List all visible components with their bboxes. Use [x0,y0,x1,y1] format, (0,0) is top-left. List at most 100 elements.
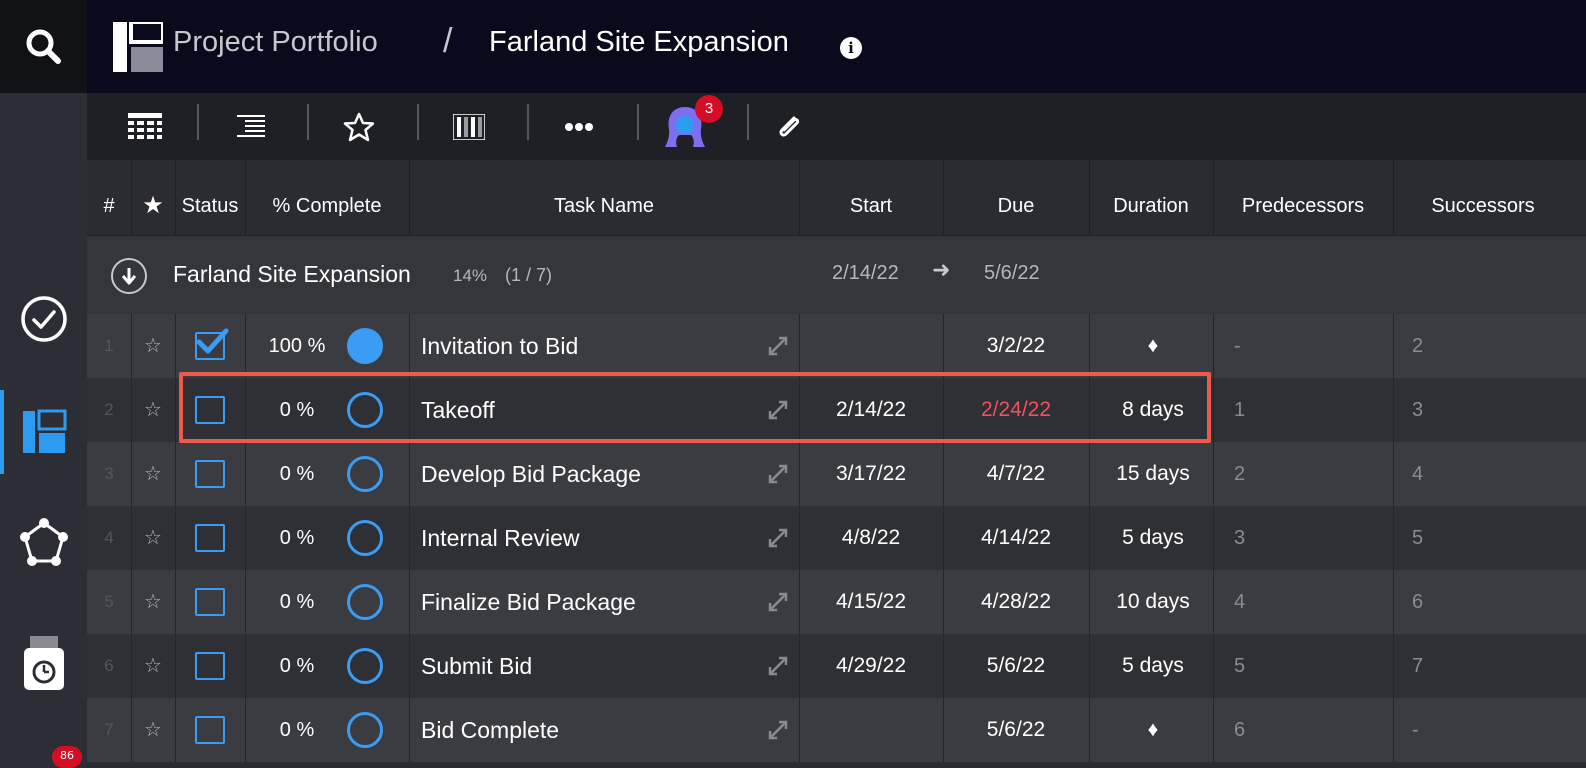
task-predecessors[interactable]: 4 [1234,591,1246,613]
expand-task-button[interactable] [763,570,793,634]
grid-view-button[interactable] [115,93,175,160]
sidebar-item-timesheet[interactable] [0,628,87,698]
task-due-date[interactable]: 4/28/22 [980,590,1052,613]
task-due-date[interactable]: 5/6/22 [986,654,1046,677]
column-header-status[interactable]: Status [181,195,239,217]
more-button[interactable] [549,93,609,160]
task-successors[interactable]: 5 [1412,527,1424,549]
outline-view-button[interactable] [221,93,281,160]
percent-complete[interactable]: 0 % [279,463,315,485]
status-checkbox[interactable] [195,524,225,552]
column-header-duration[interactable]: Duration [1113,195,1189,217]
collapse-group-button[interactable] [111,258,147,294]
task-predecessors[interactable]: 5 [1234,655,1246,677]
task-start-date[interactable] [799,698,943,762]
percent-complete[interactable]: 0 % [279,655,315,677]
task-successors[interactable]: 4 [1412,463,1424,485]
percent-complete[interactable]: 100 % [268,335,326,357]
expand-task-button[interactable] [763,378,793,442]
task-due-date[interactable]: 2/24/22 [980,398,1052,421]
task-duration[interactable]: 5 days [1122,654,1184,677]
sidebar-item-network[interactable] [0,508,87,578]
expand-task-button[interactable] [763,506,793,570]
column-header-task-name[interactable]: Task Name [553,195,655,217]
task-name[interactable]: Submit Bid [421,653,533,679]
columns-button[interactable] [439,93,499,160]
column-header-start[interactable]: Start [849,195,893,217]
status-checkbox[interactable] [195,588,225,616]
task-duration[interactable]: ♦ [1147,718,1159,741]
task-due-date[interactable]: 4/7/22 [986,462,1046,485]
status-checkbox[interactable] [195,396,225,424]
project-group-name[interactable]: Farland Site Expansion [173,261,411,287]
search-button[interactable] [0,0,87,93]
task-successors[interactable]: - [1412,719,1419,741]
task-due-date[interactable]: 3/2/22 [986,334,1046,357]
task-predecessors[interactable]: 3 [1234,527,1246,549]
task-name[interactable]: Finalize Bid Package [421,589,636,615]
favorite-star-icon[interactable]: ☆ [144,591,162,613]
expand-task-button[interactable] [763,442,793,506]
task-name[interactable]: Invitation to Bid [421,333,579,359]
task-start-date[interactable]: 4/29/22 [835,654,907,677]
task-predecessors[interactable]: 2 [1234,463,1246,485]
team-members-button[interactable]: 3 [655,93,723,160]
info-icon[interactable]: i [840,37,862,59]
favorite-star-icon[interactable]: ☆ [144,719,162,741]
column-header-number[interactable]: # [103,195,115,217]
task-start-date[interactable]: 3/17/22 [835,462,907,485]
task-duration[interactable]: 15 days [1116,462,1190,485]
favorite-star-icon[interactable]: ☆ [144,463,162,485]
task-duration[interactable]: 5 days [1122,526,1184,549]
favorite-star-icon[interactable]: ☆ [144,335,162,357]
column-header-favorite[interactable]: ★ [142,192,164,219]
percent-complete[interactable]: 0 % [279,399,315,421]
expand-task-button[interactable] [763,634,793,698]
table-row[interactable]: 4 ☆ 0 % Internal Review 4/8/22 4/14/22 5 days 3… [87,506,1586,570]
project-group-row[interactable]: Farland Site Expansion 14% (1 / 7) 2/14/… [87,236,1586,314]
task-start-date[interactable] [799,314,943,378]
percent-complete[interactable]: 0 % [279,527,315,549]
status-checkbox[interactable] [195,328,229,360]
column-header-successors[interactable]: Successors [1431,195,1535,217]
task-successors[interactable]: 3 [1412,399,1424,421]
favorite-star-icon[interactable]: ☆ [144,527,162,549]
task-name[interactable]: Internal Review [421,525,580,551]
sidebar-item-tasks[interactable] [0,284,87,354]
table-row[interactable]: 3 ☆ 0 % Develop Bid Package 3/17/22 4/7/22 15 … [87,442,1586,506]
task-predecessors[interactable]: - [1234,335,1241,357]
task-name[interactable]: Develop Bid Package [421,461,641,487]
table-row[interactable]: 1 ☆ 100 % Invitation to Bid 3/2/22 ♦ - 2 [87,314,1586,378]
percent-complete[interactable]: 0 % [279,719,315,741]
favorite-star-icon[interactable]: ☆ [144,399,162,421]
percent-complete[interactable]: 0 % [279,591,315,613]
task-due-date[interactable]: 4/14/22 [980,526,1052,549]
task-start-date[interactable]: 2/14/22 [835,398,907,421]
table-row[interactable]: 2 ☆ 0 % Takeoff 2/14/22 2/24/22 8 days 1 3 [87,378,1586,442]
column-header-due[interactable]: Due [997,195,1035,217]
sidebar-item-projects[interactable] [0,390,87,474]
expand-task-button[interactable] [763,314,793,378]
table-row[interactable]: 7 ☆ 0 % Bid Complete 5/6/22 ♦ 6 - [87,698,1586,762]
task-start-date[interactable]: 4/15/22 [835,590,907,613]
column-header-percent-complete[interactable]: % Complete [272,195,382,217]
favorite-button[interactable] [329,93,389,160]
task-start-date[interactable]: 4/8/22 [841,526,901,549]
status-checkbox[interactable] [195,716,225,744]
task-successors[interactable]: 7 [1412,655,1424,677]
task-due-date[interactable]: 5/6/22 [986,718,1046,741]
task-predecessors[interactable]: 6 [1234,719,1246,741]
expand-task-button[interactable] [763,698,793,762]
task-duration[interactable]: ♦ [1147,334,1159,357]
attachments-button[interactable] [759,93,819,160]
task-name[interactable]: Bid Complete [421,717,560,743]
column-header-predecessors[interactable]: Predecessors [1241,195,1365,217]
table-row[interactable]: 5 ☆ 0 % Finalize Bid Package 4/15/22 4/28/22 1… [87,570,1586,634]
task-predecessors[interactable]: 1 [1234,399,1246,421]
breadcrumb-project-portfolio[interactable]: Project Portfolio [173,26,378,58]
status-checkbox[interactable] [195,460,225,488]
task-duration[interactable]: 10 days [1116,590,1190,613]
table-row[interactable]: 6 ☆ 0 % Submit Bid 4/29/22 5/6/22 5 days 5 7 [87,634,1586,698]
task-successors[interactable]: 2 [1412,335,1424,357]
task-duration[interactable]: 8 days [1122,398,1184,421]
